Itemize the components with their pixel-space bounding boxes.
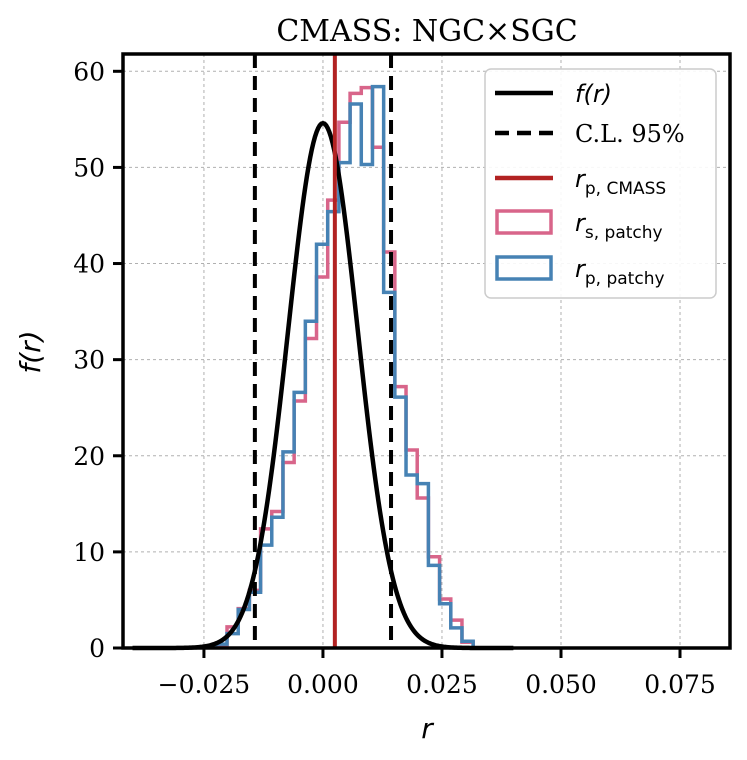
x-tick-label-3: 0.050 <box>525 670 597 699</box>
x-tick-label-1: 0.000 <box>287 670 359 699</box>
legend-p-patchy-swatch <box>495 255 553 281</box>
legend-reference-sub: p, CMASS <box>585 179 666 199</box>
x-tick-label-4: 0.075 <box>644 670 716 699</box>
legend-box <box>484 68 717 299</box>
legend-s-patchy-base: r <box>575 209 587 237</box>
legend-s-patchy-swatch <box>495 209 553 235</box>
legend-curve-label: f(r) <box>575 80 612 108</box>
x-axis-label: r <box>421 712 434 745</box>
y-tick-label-2: 20 <box>73 442 105 471</box>
chart-title: CMASS: NGC×SGC <box>276 14 577 49</box>
y-tick-label-4: 40 <box>73 250 105 279</box>
histogram-outline-p-patchy <box>214 84 475 648</box>
y-tick-label-6: 60 <box>73 57 105 86</box>
vertical-lines <box>252 54 394 648</box>
y-axis-label: f(r) <box>14 330 47 373</box>
legend-p-patchy-base: r <box>575 255 587 283</box>
legend-reference-label: rp, CMASS <box>575 165 666 199</box>
legend-cl-label: C.L. 95% <box>575 120 685 148</box>
legend-p-patchy-label: rp, patchy <box>575 255 665 289</box>
plot-frame <box>121 52 732 650</box>
x-tick-label-2: 0.025 <box>406 670 478 699</box>
legend-s-patchy-sub: s, patchy <box>585 223 663 243</box>
x-axis-ticks: −0.025 0.000 0.025 0.050 0.075 <box>158 648 716 699</box>
y-tick-label-3: 30 <box>73 346 105 375</box>
legend: f(r) C.L. 95% rp, CMASS rs, patchy rp, p… <box>484 68 717 299</box>
legend-p-patchy-sub: p, patchy <box>585 269 665 289</box>
y-tick-label-1: 10 <box>73 538 105 567</box>
histogram-series <box>214 84 475 648</box>
y-tick-label-0: 0 <box>89 634 105 663</box>
x-tick-label-0: −0.025 <box>158 670 251 699</box>
y-axis-ticks: 0 10 20 30 40 50 60 <box>73 57 123 663</box>
y-tick-label-5: 50 <box>73 153 105 182</box>
legend-s-patchy-label: rs, patchy <box>575 209 663 243</box>
legend-reference-base: r <box>575 165 587 193</box>
histogram-outline-s-patchy <box>214 85 475 648</box>
